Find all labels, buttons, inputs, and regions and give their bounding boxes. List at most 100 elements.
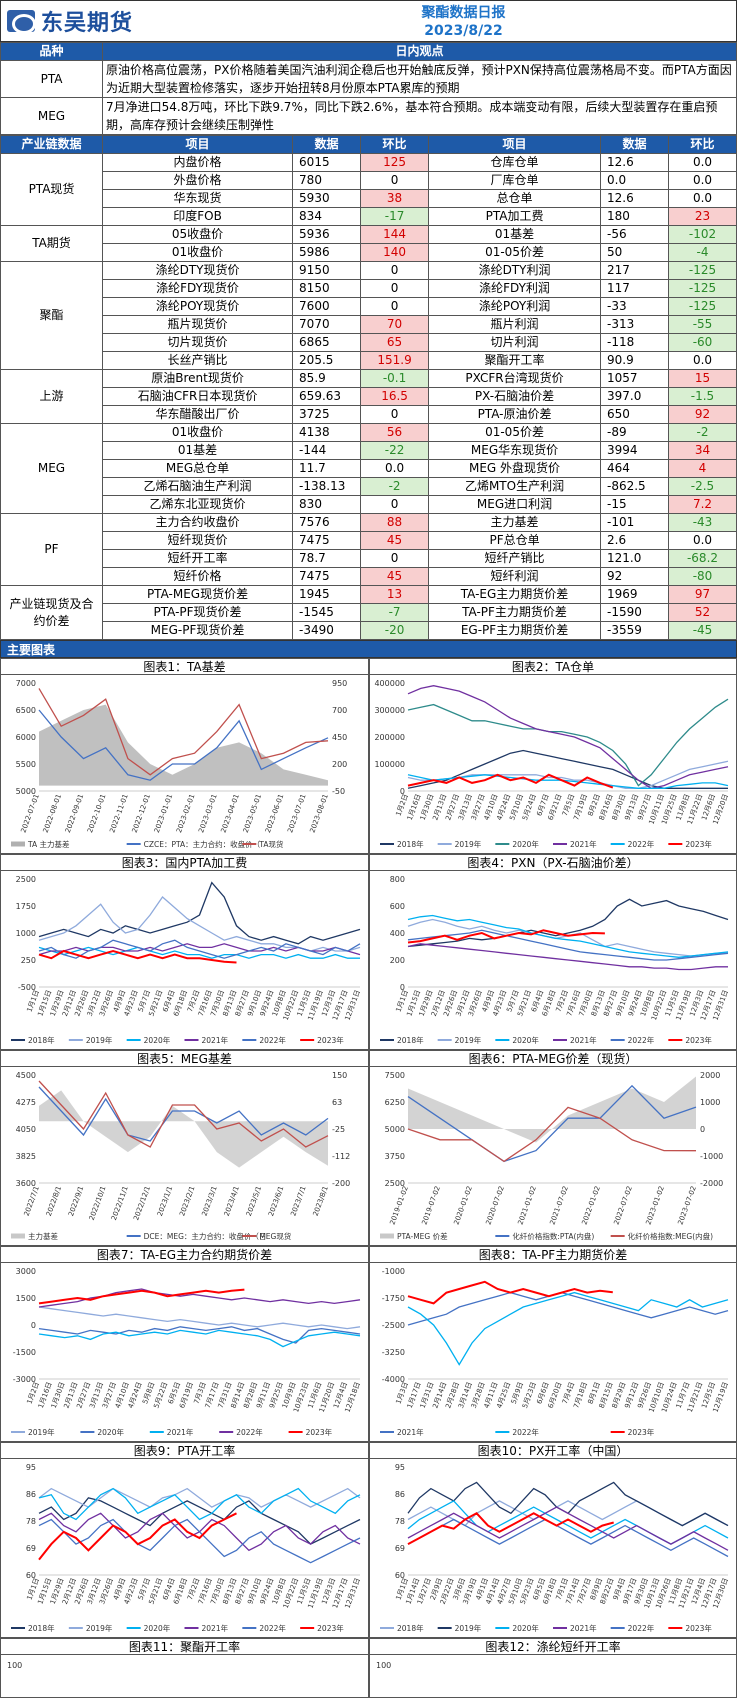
col-header: 项目: [428, 135, 601, 154]
cell-value: 12.6: [600, 189, 669, 208]
x-tick-label: 2022/10/1: [88, 1185, 108, 1221]
cell-item: 华东现货: [101, 189, 294, 208]
x-tick-label: 2022-07-02: [612, 1185, 633, 1226]
cell-change: 0: [360, 549, 430, 568]
x-tick-label: 2022/9/1: [67, 1185, 85, 1217]
charts-grid: 图表1：TA基差 5000 5500 6000 6500 7000 -50 200 450 700…: [0, 658, 737, 1698]
table-row: PTA-PF现货价差 -1545 -7 TA-PF主力期货价差 -1590 52: [1, 603, 737, 622]
cell-item: MEG进口利润: [428, 495, 601, 514]
legend-label: 2023年: [685, 839, 712, 849]
row-category: 上游: [0, 369, 103, 424]
table-row: 长丝产销比 205.5 151.9 聚酯开工率 90.9 0.0: [1, 351, 737, 370]
x-tick-label: 2023/2/1: [178, 1185, 196, 1217]
y-tick-label: -3000: [13, 1375, 36, 1384]
series-area: [39, 1090, 328, 1168]
cell-item: PTA加工费: [428, 207, 601, 226]
y-tick-label: 60: [395, 1571, 405, 1580]
chart-svg: 2500 3750 5000 6250 7500 -2000 -1000 0 1000 2000 2…: [380, 1071, 723, 1241]
table-row: 乙烯石脑油生产利润 -138.13 -2 乙烯MTO生产利润 -862.5 -2.5: [1, 477, 737, 496]
chart-panel: 图表10：PX开工率（中国） 60 69 78 86 95 1月1日 1月14日 1月27日 2月…: [369, 1442, 737, 1638]
chart-svg: -3000-15000150030001月2日1月16日1月30日2月13日2月…: [11, 1267, 362, 1437]
cell-item: 涤纶POY现货价: [101, 297, 294, 316]
chart-title: 图表5：MEG基差: [1, 1051, 368, 1067]
cell-change: 23: [668, 207, 737, 226]
cell-value: 830: [292, 495, 362, 514]
legend-label: 2021年: [397, 1427, 424, 1437]
x-tick-label: 2022/12/1: [132, 1185, 152, 1221]
series-line: [407, 1291, 729, 1366]
series-line: [38, 943, 361, 956]
cell-item: 涤纶DTY现货价: [101, 261, 294, 280]
y-tick-label: 4500: [16, 1071, 36, 1080]
series-line: [407, 898, 729, 948]
x-tick-label: 2023/5/1: [245, 1185, 263, 1217]
cell-item: 涤纶FDY现货价: [101, 279, 294, 298]
cell-change: 0: [360, 297, 430, 316]
cell-value: 6865: [292, 333, 362, 352]
x-tick-label: 2022/11/1: [110, 1185, 130, 1221]
legend-label: 2023年: [685, 1623, 712, 1633]
cell-value: 9150: [292, 261, 362, 280]
y-tick-label: 3750: [385, 1152, 405, 1161]
col-header: 环比: [668, 135, 737, 154]
cell-value: -89: [600, 423, 669, 442]
table-row: MEG总仓单 11.7 0.0 MEG 外盘现货价 464 4: [1, 459, 737, 478]
table-row: 乙烯东北亚现货价 830 0 MEG进口利润 -15 7.2: [1, 495, 737, 514]
cell-value: 4138: [292, 423, 362, 442]
y-tick-label: -3250: [382, 1348, 405, 1357]
legend-label: 2019年: [455, 839, 482, 849]
legend-label: 2022年: [236, 1427, 263, 1437]
cell-item: 01-05价差: [428, 243, 601, 262]
cell-change: 0.0: [668, 189, 737, 208]
cell-item: 短纤开工率: [101, 549, 294, 568]
series-line: [407, 685, 729, 789]
y-tick-label: 2500: [385, 1179, 405, 1188]
cell-item: 外盘价格: [101, 171, 294, 190]
legend-label: 2022年: [628, 1035, 655, 1045]
cell-change: -68.2: [668, 549, 737, 568]
legend-label: 2019年: [86, 1623, 113, 1633]
cell-item: 瓶片现货价: [101, 315, 294, 334]
y-tick-label: 250: [21, 956, 36, 965]
series-line: [38, 1080, 329, 1148]
col-header: 环比: [360, 135, 430, 154]
legend-label: 2023年: [317, 1623, 344, 1633]
x-tick-label: 2022/7/1: [23, 1185, 41, 1217]
x-tick-label: 2023-01-01: [153, 793, 174, 834]
cell-change: 38: [360, 189, 430, 208]
x-tick-label: 2020-01-02: [452, 1185, 473, 1226]
x-tick-label: 2021-01-02: [516, 1185, 537, 1226]
cell-value: 7475: [292, 567, 362, 586]
cell-item: PX-石脑油价差: [428, 387, 601, 406]
chart-panel: 图表4：PXN（PX-石脑油价差） 0 200 400 600 800 1月1日 1月15日 1…: [369, 854, 737, 1050]
table-row: 石脑油CFR日本现货价 659.63 16.5 PX-石脑油价差 397.0 -1.5: [1, 387, 737, 406]
cell-value: 1945: [292, 585, 362, 604]
x-tick-label: 2023-04-01: [220, 793, 241, 834]
row-category: 聚酯: [0, 261, 103, 370]
series-line: [38, 1288, 245, 1305]
legend-label: 2020年: [512, 1035, 539, 1045]
cell-change: 151.9: [360, 351, 430, 370]
x-tick-label: 2022-11-01: [108, 793, 129, 834]
chart-title: 图表12：涤纶短纤开工率: [370, 1639, 736, 1655]
cell-item: 印度FOB: [101, 207, 294, 226]
report-header: 东吴期货 聚酯数据日报 2023/8/22: [0, 0, 737, 42]
y-tick-label: -1500: [13, 1348, 36, 1357]
chart-svg: 60697886951月1日1月14日1月27日2月9日2月22日3月6日3月1…: [380, 1463, 730, 1633]
chart-panel: 图表11：聚酯开工率 100: [0, 1638, 369, 1698]
cell-change: 0: [360, 279, 430, 298]
x-tick-label: 2023-05-01: [242, 793, 263, 834]
cell-value: 0.0: [600, 171, 669, 190]
table-row: PF 主力合约收盘价 7576 88 主力基差 -101 -43: [0, 513, 737, 586]
cell-change: -2.5: [668, 477, 737, 496]
cell-item: 切片利润: [428, 333, 601, 352]
y-tick-label: 3825: [16, 1152, 36, 1161]
cell-change: 65: [360, 333, 430, 352]
legend-label: 2019年: [86, 1035, 113, 1045]
series-line: [38, 896, 361, 952]
cell-value: 78.7: [292, 549, 362, 568]
y-tick-label: 6500: [16, 706, 36, 715]
report-title-block: 聚酯数据日报 2023/8/22: [191, 1, 736, 41]
x-tick-label: 2019-01-02: [388, 1185, 409, 1226]
cell-change: 97: [668, 585, 737, 604]
